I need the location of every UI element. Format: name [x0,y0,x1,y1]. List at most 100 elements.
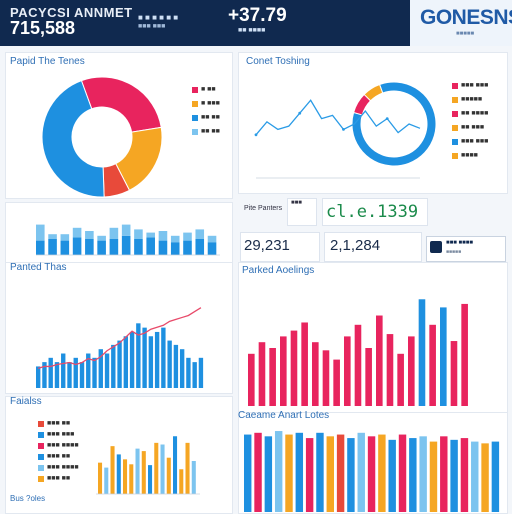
header-delta-caption: ■■ ■■■■ [238,27,266,34]
legend-donut-left-item-0: ■ ■■ [192,86,216,93]
right-bar-1 [258,342,266,406]
bottom-right-bar-9 [336,434,345,512]
legend-donut-right-swatch-4 [452,138,458,145]
combo-bar-15 [129,331,135,388]
kpi-dark-tile-sub: ■■■■■ [446,249,462,255]
right-bar-0 [248,353,255,406]
combo-bar-5 [67,362,72,388]
stacked-bar-4-1 [85,231,94,239]
combo-bar-6 [73,357,78,388]
legend-donut-right-swatch-5 [452,152,458,159]
legend-donut-right-label-0: ■■■ ■■■ [461,82,489,89]
bottom-left-bar-8 [148,465,153,494]
legend-bottom-left-label-5: ■■■ ■■ [47,475,71,482]
legend-bottom-left-label-3: ■■■ ■■ [47,453,71,460]
stacked-bar-5-0 [97,240,106,255]
legend-bottom-left-item-0: ■■■ ■■ [38,420,70,427]
legend-bottom-title: Faialss [10,396,42,407]
bottom-right-bar-23 [481,443,489,512]
right-bar-13 [386,334,394,406]
combo-bar-2 [48,357,53,388]
bottom-left-bar-3 [116,454,121,494]
stacked-bar-4-0 [85,239,94,255]
legend-donut-left-item-1: ■ ■■■ [192,100,220,107]
legend-donut-right-item-1: ■■■■■ [452,96,482,103]
right-bar-12 [376,315,383,406]
right-bar-8 [333,359,340,406]
right-bar-18 [440,307,447,406]
bottom-right-bar-22 [471,441,479,512]
legend-donut-right-label-2: ■■ ■■■■ [461,110,489,117]
bottom-right-bar-6 [305,438,314,512]
line-point-12 [385,117,389,120]
stacked-bar-13-0 [195,239,205,255]
bottom-right-bar-0 [244,434,252,512]
kpi-mid-tile [287,198,317,226]
bottom-right-bar-3 [274,431,283,512]
right-bar-4 [290,330,298,406]
right-bar-3 [280,336,287,406]
header-meta-1: ■ ■ ■ ■ ■ ■ [138,13,179,22]
combo-bar-12 [111,344,116,388]
stacked-bar-6-1 [109,227,119,239]
stacked-bar-12-1 [183,232,192,241]
donut-left-title: Papid The Tenes [10,56,85,67]
legend-bottom-left-item-3: ■■■ ■■ [38,453,70,460]
donut-right-slice-0 [351,81,437,167]
combo-bar-21 [167,340,172,388]
donut-left-slice-0 [80,76,162,133]
right-bar-7 [322,350,330,406]
donut-right-title: Conet Toshing [246,56,310,67]
footer-left-label: Bus ?oles [10,494,46,503]
bottom-left-bar-4 [123,459,128,494]
stacked-bar-13-1 [195,229,205,239]
bottom-right-bar-5 [295,432,304,512]
line-point-8 [342,127,345,131]
bottom-left-bar-5 [129,464,134,494]
right-bar-2 [269,348,276,406]
legend-bottom-left-swatch-0 [38,420,44,427]
legend-donut-right-swatch-1 [452,96,458,103]
bottom-left-bar-2 [110,446,115,494]
legend-donut-left-label-3: ■■ ■■ [201,128,220,135]
kpi-center-tile [322,198,428,226]
stacked-bar-7-1 [121,224,131,236]
stacked-bar-8-0 [134,239,143,255]
right-bar-20 [461,303,468,406]
bottom-right-bar-2 [264,436,273,512]
combo-line [37,307,202,370]
bottom-left-bar-13 [179,469,184,494]
legend-donut-right-item-2: ■■ ■■■■ [452,110,488,117]
legend-donut-right-label-3: ■■ ■■■ [461,124,485,131]
legend-bottom-left-item-5: ■■■ ■■ [38,475,70,482]
brand-subtitle: ■■■■■ [456,31,475,37]
legend-donut-right-swatch-0 [452,82,458,89]
kpi-right-value: 2,1,284 [330,237,381,254]
right-bar-9 [344,336,351,406]
brand-area [410,0,512,46]
kpi-center-value: cl.e.1339 [326,202,419,222]
bottom-left-bar-1 [104,467,109,494]
stacked-bar-3-1 [72,227,82,238]
combo-bar-1 [42,362,47,388]
bottom-left-bar-0 [98,462,103,494]
stacked-bar-14-1 [207,235,217,243]
bottom-right-bar-11 [357,432,365,512]
bottom-right-bar-18 [429,441,438,512]
header-main-value: 715,588 [10,18,76,38]
line-point-4 [298,111,302,115]
stacked-bar-8-1 [134,229,143,239]
legend-donut-right-swatch-2 [452,110,458,117]
brand-logo: GONESNS [420,6,512,29]
kpi-label: Pite Panters [244,205,283,212]
right-bar-15 [408,336,415,406]
combo-bar-17 [142,327,147,388]
legend-donut-right-item-0: ■■■ ■■■ [452,82,488,89]
kpi-right-tile [324,232,422,262]
legend-donut-left-item-2: ■■ ■■ [192,114,220,121]
stacked-bar-0-1 [36,224,45,241]
legend-donut-left-swatch-1 [192,100,198,107]
combo-bar-13 [117,340,122,388]
combo-bar-7 [79,362,85,388]
stacked-bar-2-1 [60,234,70,241]
